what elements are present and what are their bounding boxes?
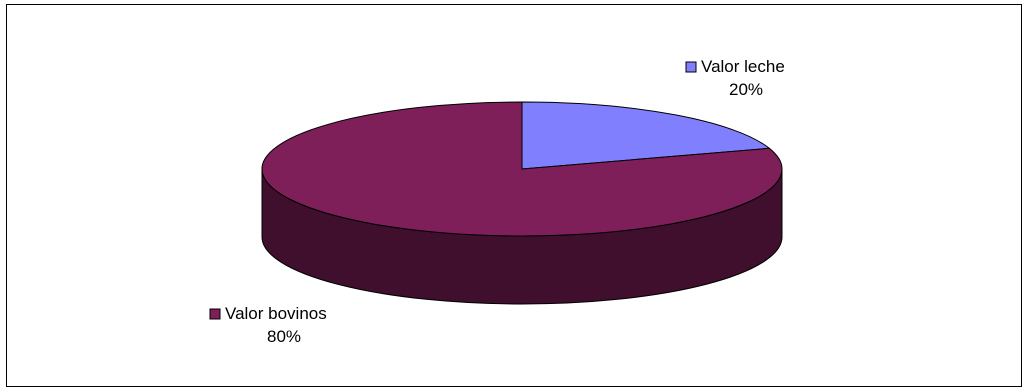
slice-label-valor-bovinos: Valor bovinos 80% bbox=[209, 304, 327, 346]
pie-layer bbox=[261, 101, 783, 305]
slice-label-name-valor-leche: Valor leche bbox=[701, 57, 785, 76]
pie-slice-valor-leche bbox=[521, 101, 771, 170]
slice-label-valor-leche: Valor leche 20% bbox=[685, 57, 785, 99]
chart-area: Valor leche 20% Valor bovinos 80% bbox=[6, 4, 1022, 387]
legend-key-valor-bovinos bbox=[209, 308, 221, 320]
slice-label-name-valor-bovinos: Valor bovinos bbox=[225, 304, 327, 323]
pie-slice-valor-bovinos bbox=[261, 101, 783, 237]
slice-label-percent-valor-leche: 20% bbox=[729, 80, 763, 99]
label-layer: Valor leche 20% Valor bovinos 80% bbox=[209, 57, 785, 346]
pie-chart: Valor leche 20% Valor bovinos 80% bbox=[209, 57, 785, 346]
slice-label-percent-valor-bovinos: 80% bbox=[267, 327, 301, 346]
legend-key-valor-leche bbox=[685, 61, 697, 73]
